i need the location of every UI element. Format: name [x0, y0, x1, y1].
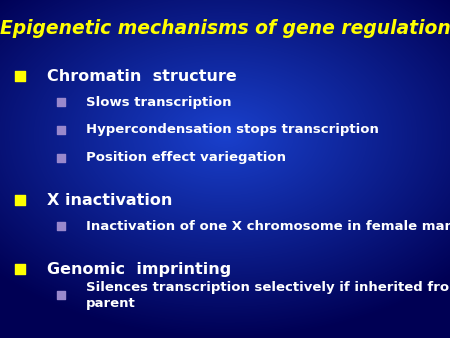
Text: Silences transcription selectively if inherited from one
parent: Silences transcription selectively if in… [86, 281, 450, 310]
Text: Inactivation of one X chromosome in female mammals: Inactivation of one X chromosome in fema… [86, 220, 450, 233]
Point [57, 127, 64, 132]
Text: Hypercondensation stops transcription: Hypercondensation stops transcription [86, 123, 378, 136]
Text: Position effect variegation: Position effect variegation [86, 151, 285, 164]
Point [17, 73, 24, 79]
Point [17, 198, 24, 203]
Point [57, 99, 64, 105]
Text: Chromatin  structure: Chromatin structure [47, 69, 237, 83]
Point [57, 155, 64, 160]
Text: X inactivation: X inactivation [47, 193, 173, 208]
Text: Genomic  imprinting: Genomic imprinting [47, 262, 231, 277]
Point [57, 293, 64, 298]
Text: Slows transcription: Slows transcription [86, 96, 231, 108]
Point [57, 224, 64, 229]
Text: Epigenetic mechanisms of gene regulation: Epigenetic mechanisms of gene regulation [0, 19, 450, 38]
Point [17, 267, 24, 272]
